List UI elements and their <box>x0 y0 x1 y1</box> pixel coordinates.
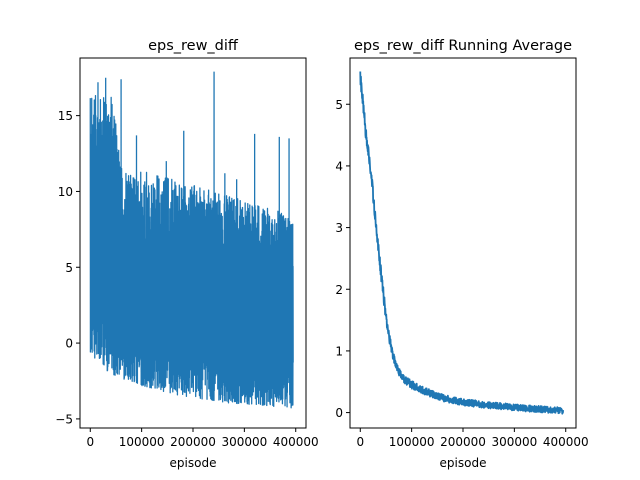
y-tick-label: 0 <box>65 337 73 351</box>
x-axis: 0 100000 200000 300000 400000 <box>356 428 589 449</box>
x-tick-label: 300000 <box>221 435 267 449</box>
y-tick-label: 4 <box>335 159 343 173</box>
plot-area <box>359 71 565 415</box>
y-tick-label: 10 <box>58 185 73 199</box>
chart-title: eps_rew_diff Running Average <box>354 38 572 54</box>
y-tick-label: 1 <box>335 344 343 358</box>
x-axis-label: episode <box>440 456 487 470</box>
subplot-running-average: eps_rew_diff Running Average 0 100000 2000… <box>335 38 588 470</box>
x-tick-label: 100000 <box>119 435 165 449</box>
x-tick-label: 400000 <box>273 435 319 449</box>
y-axis: 0 1 2 3 4 5 <box>335 98 350 420</box>
y-tick-label: 2 <box>335 283 343 297</box>
x-tick-label: 200000 <box>440 435 486 449</box>
x-axis-label: episode <box>170 456 217 470</box>
axes-frame <box>349 57 577 429</box>
x-axis: 0 100000 200000 300000 400000 <box>86 428 319 449</box>
x-tick-label: 0 <box>356 435 364 449</box>
x-tick-label: 300000 <box>491 435 537 449</box>
x-tick-label: 0 <box>86 435 94 449</box>
series-line <box>89 71 294 409</box>
y-tick-label: 0 <box>335 406 343 420</box>
y-tick-label: 3 <box>335 221 343 235</box>
chart-title: eps_rew_diff <box>148 38 239 54</box>
y-tick-label: −5 <box>55 412 73 426</box>
y-tick-label: 15 <box>58 109 73 123</box>
y-tick-label: 5 <box>335 98 343 112</box>
x-tick-label: 400000 <box>543 435 589 449</box>
y-axis: −5 0 5 10 15 <box>55 109 80 426</box>
x-tick-label: 200000 <box>170 435 216 449</box>
y-tick-label: 5 <box>65 261 73 275</box>
series-line <box>359 71 565 415</box>
x-tick-label: 100000 <box>389 435 435 449</box>
plot-area <box>89 71 294 409</box>
subplot-eps-rew-diff: eps_rew_diff 0 100000 200000 300000 400000 −… <box>55 38 318 470</box>
